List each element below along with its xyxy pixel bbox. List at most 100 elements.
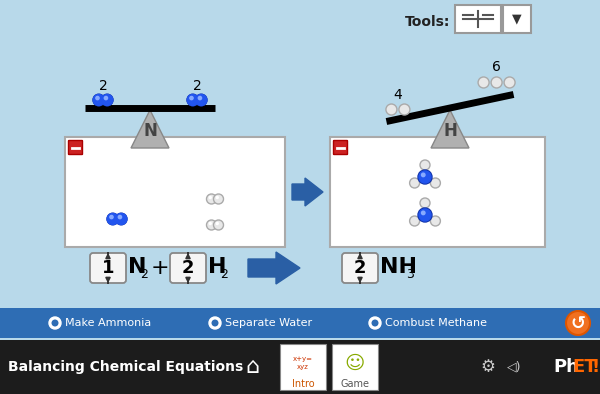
Circle shape xyxy=(209,317,221,329)
FancyBboxPatch shape xyxy=(280,344,326,390)
Circle shape xyxy=(430,178,440,188)
Text: Separate Water: Separate Water xyxy=(225,318,312,328)
Circle shape xyxy=(49,317,61,329)
Circle shape xyxy=(214,220,223,230)
FancyBboxPatch shape xyxy=(330,137,545,247)
Circle shape xyxy=(206,220,217,230)
Text: ◁): ◁) xyxy=(507,361,521,374)
Text: Intro: Intro xyxy=(292,379,314,389)
Text: x+y=
xyz: x+y= xyz xyxy=(293,357,313,370)
Text: ↺: ↺ xyxy=(571,315,586,333)
FancyBboxPatch shape xyxy=(455,5,501,33)
Circle shape xyxy=(491,77,502,88)
Text: +: + xyxy=(151,258,169,278)
Circle shape xyxy=(110,216,113,219)
Circle shape xyxy=(96,97,99,100)
Circle shape xyxy=(418,170,432,184)
Text: H: H xyxy=(443,122,457,140)
Polygon shape xyxy=(431,110,469,148)
Text: ET: ET xyxy=(572,358,596,376)
Circle shape xyxy=(399,104,410,115)
Circle shape xyxy=(118,216,122,219)
Circle shape xyxy=(214,194,223,204)
Circle shape xyxy=(101,95,113,106)
Circle shape xyxy=(371,320,379,327)
Circle shape xyxy=(369,317,381,329)
Circle shape xyxy=(198,97,202,100)
Circle shape xyxy=(421,173,425,177)
FancyBboxPatch shape xyxy=(170,253,206,283)
Text: 2: 2 xyxy=(182,259,194,277)
Text: 2: 2 xyxy=(220,268,228,281)
Text: ▼: ▼ xyxy=(512,13,522,26)
Circle shape xyxy=(566,311,590,335)
Circle shape xyxy=(101,93,114,106)
Circle shape xyxy=(104,97,107,100)
Circle shape xyxy=(196,95,207,106)
Circle shape xyxy=(206,194,217,204)
Text: Game: Game xyxy=(341,379,370,389)
Text: ⌂: ⌂ xyxy=(245,357,259,377)
Text: N: N xyxy=(143,122,157,140)
FancyBboxPatch shape xyxy=(332,344,378,390)
Text: !: ! xyxy=(591,358,599,376)
Circle shape xyxy=(92,93,105,106)
Text: Combust Methane: Combust Methane xyxy=(385,318,487,328)
Circle shape xyxy=(421,211,425,215)
Circle shape xyxy=(106,212,119,225)
Circle shape xyxy=(209,223,211,225)
Circle shape xyxy=(216,223,218,225)
Circle shape xyxy=(418,208,432,222)
Circle shape xyxy=(93,95,104,106)
Text: Tools:: Tools: xyxy=(405,15,451,29)
Text: 1: 1 xyxy=(102,259,114,277)
FancyArrow shape xyxy=(292,178,323,206)
Text: ⚙: ⚙ xyxy=(481,358,496,376)
Circle shape xyxy=(420,160,430,170)
Circle shape xyxy=(209,197,211,199)
Text: Ph: Ph xyxy=(553,358,579,376)
Text: 2: 2 xyxy=(354,259,366,277)
Text: 2: 2 xyxy=(193,79,202,93)
FancyArrow shape xyxy=(248,252,300,284)
FancyBboxPatch shape xyxy=(503,5,531,33)
Circle shape xyxy=(410,178,419,188)
Circle shape xyxy=(212,320,218,327)
Circle shape xyxy=(504,77,515,88)
Text: 2: 2 xyxy=(140,268,148,281)
Circle shape xyxy=(430,216,440,226)
Text: N: N xyxy=(128,257,146,277)
Circle shape xyxy=(386,104,397,115)
Circle shape xyxy=(190,97,193,100)
Circle shape xyxy=(186,93,199,106)
Circle shape xyxy=(116,214,127,225)
FancyBboxPatch shape xyxy=(65,137,285,247)
Polygon shape xyxy=(131,110,169,148)
Text: Balancing Chemical Equations: Balancing Chemical Equations xyxy=(8,360,243,374)
Text: 6: 6 xyxy=(492,61,501,74)
Text: ☺: ☺ xyxy=(345,353,365,372)
FancyBboxPatch shape xyxy=(68,141,83,154)
Circle shape xyxy=(52,320,59,327)
Text: 2: 2 xyxy=(98,79,107,93)
Text: 4: 4 xyxy=(393,87,402,102)
FancyBboxPatch shape xyxy=(0,340,600,394)
Circle shape xyxy=(107,214,118,225)
FancyBboxPatch shape xyxy=(0,308,600,338)
FancyBboxPatch shape xyxy=(342,253,378,283)
Circle shape xyxy=(419,209,431,221)
Text: H: H xyxy=(208,257,227,277)
FancyBboxPatch shape xyxy=(334,141,347,154)
Circle shape xyxy=(420,198,430,208)
Circle shape xyxy=(478,77,489,88)
Circle shape xyxy=(187,95,198,106)
Text: NH: NH xyxy=(380,257,417,277)
Circle shape xyxy=(419,171,431,183)
Text: 3: 3 xyxy=(406,268,414,281)
Circle shape xyxy=(410,216,419,226)
FancyBboxPatch shape xyxy=(90,253,126,283)
Circle shape xyxy=(195,93,208,106)
Circle shape xyxy=(115,212,128,225)
Circle shape xyxy=(216,197,218,199)
Text: Make Ammonia: Make Ammonia xyxy=(65,318,151,328)
